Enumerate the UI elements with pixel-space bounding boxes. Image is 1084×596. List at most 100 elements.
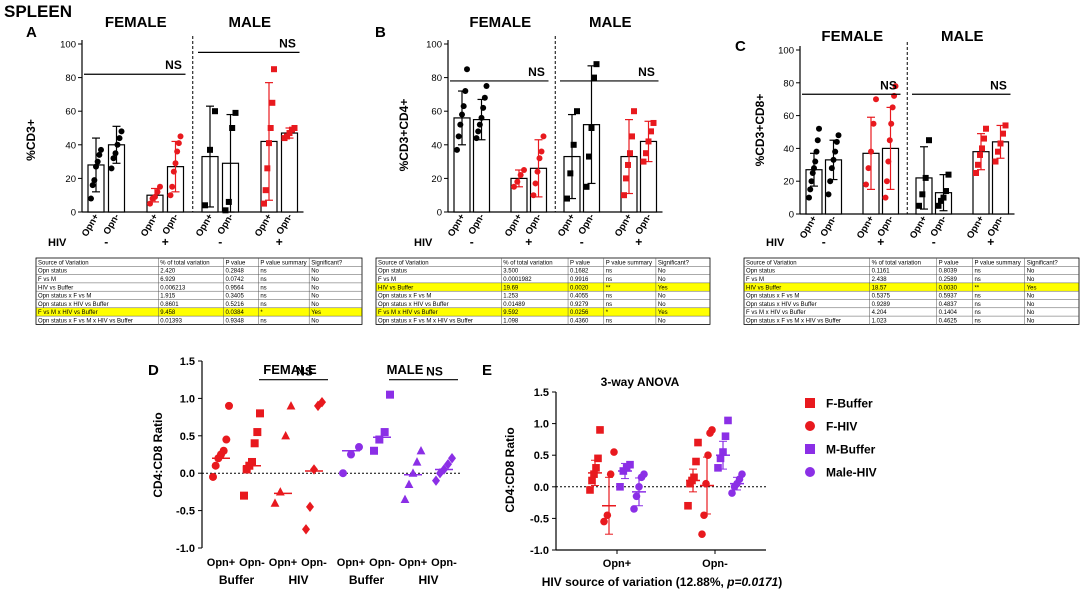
table-cell: ns [974, 294, 980, 300]
group-label: Buffer [219, 573, 255, 587]
table-cell: No [658, 269, 666, 275]
y-tick-label: 0.5 [180, 431, 195, 443]
table-cell: ns [606, 294, 612, 300]
significance-label: NS [296, 365, 313, 379]
hiv-label: HIV [414, 237, 433, 249]
data-point [600, 517, 608, 526]
table-highlight [376, 307, 710, 317]
table-cell: F vs M [746, 277, 764, 283]
table-cell: F vs M x HIV vs Buffer [38, 310, 98, 316]
data-point [532, 180, 539, 187]
female-title: FEMALE [469, 14, 531, 31]
data-point [835, 132, 842, 139]
table-cell: Opn status x F vs M x HIV vs Buffer [38, 319, 133, 325]
y-tick-label: -1.0 [530, 545, 549, 557]
legend-marker [805, 421, 815, 431]
table-cell: No [1027, 277, 1035, 283]
legend-label: Male-HIV [826, 466, 877, 480]
table-cell: * [260, 310, 263, 316]
table-cell: No [658, 302, 666, 308]
table-header-cell: Significant? [1027, 260, 1059, 266]
hiv-sign: + [877, 235, 884, 249]
data-point [832, 148, 839, 155]
data-point [594, 454, 602, 463]
table-cell: Opn status x HIV vs Buffer [746, 302, 817, 308]
data-point [684, 501, 692, 510]
table-cell: 1.098 [503, 319, 519, 325]
data-point [386, 390, 394, 399]
table-cell: 0.1161 [872, 269, 891, 275]
data-point [275, 487, 285, 496]
table-header-cell: P value [939, 260, 960, 266]
group-label: HIV [418, 573, 438, 587]
x-tick-label: Opn+ [139, 212, 161, 239]
data-point [825, 191, 832, 198]
data-point [464, 66, 470, 73]
data-point [692, 457, 700, 466]
x-tick-label: Opn+ [855, 214, 877, 241]
data-point [530, 192, 537, 199]
data-point [459, 111, 465, 118]
table-cell: ns [606, 277, 612, 283]
data-point [807, 186, 814, 193]
y-axis-label: %CD3+CD4+ [397, 99, 411, 172]
data-point [629, 133, 635, 140]
table-cell: 9.458 [160, 310, 176, 316]
data-point [588, 125, 595, 131]
table-cell: No [311, 319, 319, 325]
y-tick-label: -0.5 [176, 506, 195, 518]
data-point [586, 153, 592, 160]
y-tick-label: 0.5 [534, 450, 549, 462]
table-cell: No [1027, 269, 1035, 275]
data-point [888, 120, 895, 127]
x-tick-label: Opn- [239, 557, 265, 569]
data-point [627, 150, 633, 157]
data-point [889, 104, 896, 111]
table-cell: 0.9289 [872, 302, 891, 308]
data-point [286, 401, 296, 410]
y-tick-label: 20 [431, 174, 442, 185]
y-tick-label: 40 [65, 140, 76, 151]
table-cell: 0.3405 [225, 294, 244, 300]
data-point [88, 195, 94, 202]
data-point [262, 187, 269, 194]
table-cell: ns [974, 269, 980, 275]
data-point [291, 125, 298, 131]
data-point [91, 177, 98, 184]
data-point [538, 148, 545, 155]
table-cell: 0.4055 [570, 294, 589, 300]
y-axis-label: CD4:CD8 Ratio [151, 412, 165, 497]
data-point [997, 140, 1004, 147]
legend: F-Buffer F-HIV M-Buffer Male-HIV [805, 397, 877, 480]
hiv-sign: - [218, 235, 222, 249]
panel-letter: B [375, 24, 386, 41]
significance-label: NS [880, 78, 897, 92]
data-point [408, 468, 418, 477]
table-cell: Opn status [38, 269, 67, 275]
data-point [995, 148, 1001, 155]
data-point [306, 501, 314, 513]
data-point [219, 446, 228, 455]
table-cell: 3.500 [503, 269, 519, 275]
table-cell: Yes [311, 310, 321, 316]
data-point [147, 200, 153, 207]
data-point [444, 459, 452, 470]
data-point [596, 426, 604, 434]
anova-table: Source of Variation % of total variation P… [743, 257, 1080, 325]
data-point [943, 188, 949, 195]
data-point [631, 108, 637, 115]
table-header-cell: Significant? [311, 260, 343, 266]
table-header-cell: P value summary [974, 260, 1020, 266]
data-point [455, 133, 462, 140]
x-tick-label: Opn- [523, 212, 544, 237]
hiv-label: HIV [48, 237, 67, 249]
data-point [448, 453, 456, 464]
data-point [416, 445, 426, 455]
x-axis-label-p: p=0.0171 [726, 575, 778, 589]
table-cell: 0.9279 [570, 302, 589, 308]
data-point [404, 479, 414, 489]
data-point [167, 192, 174, 199]
data-point [250, 439, 259, 448]
